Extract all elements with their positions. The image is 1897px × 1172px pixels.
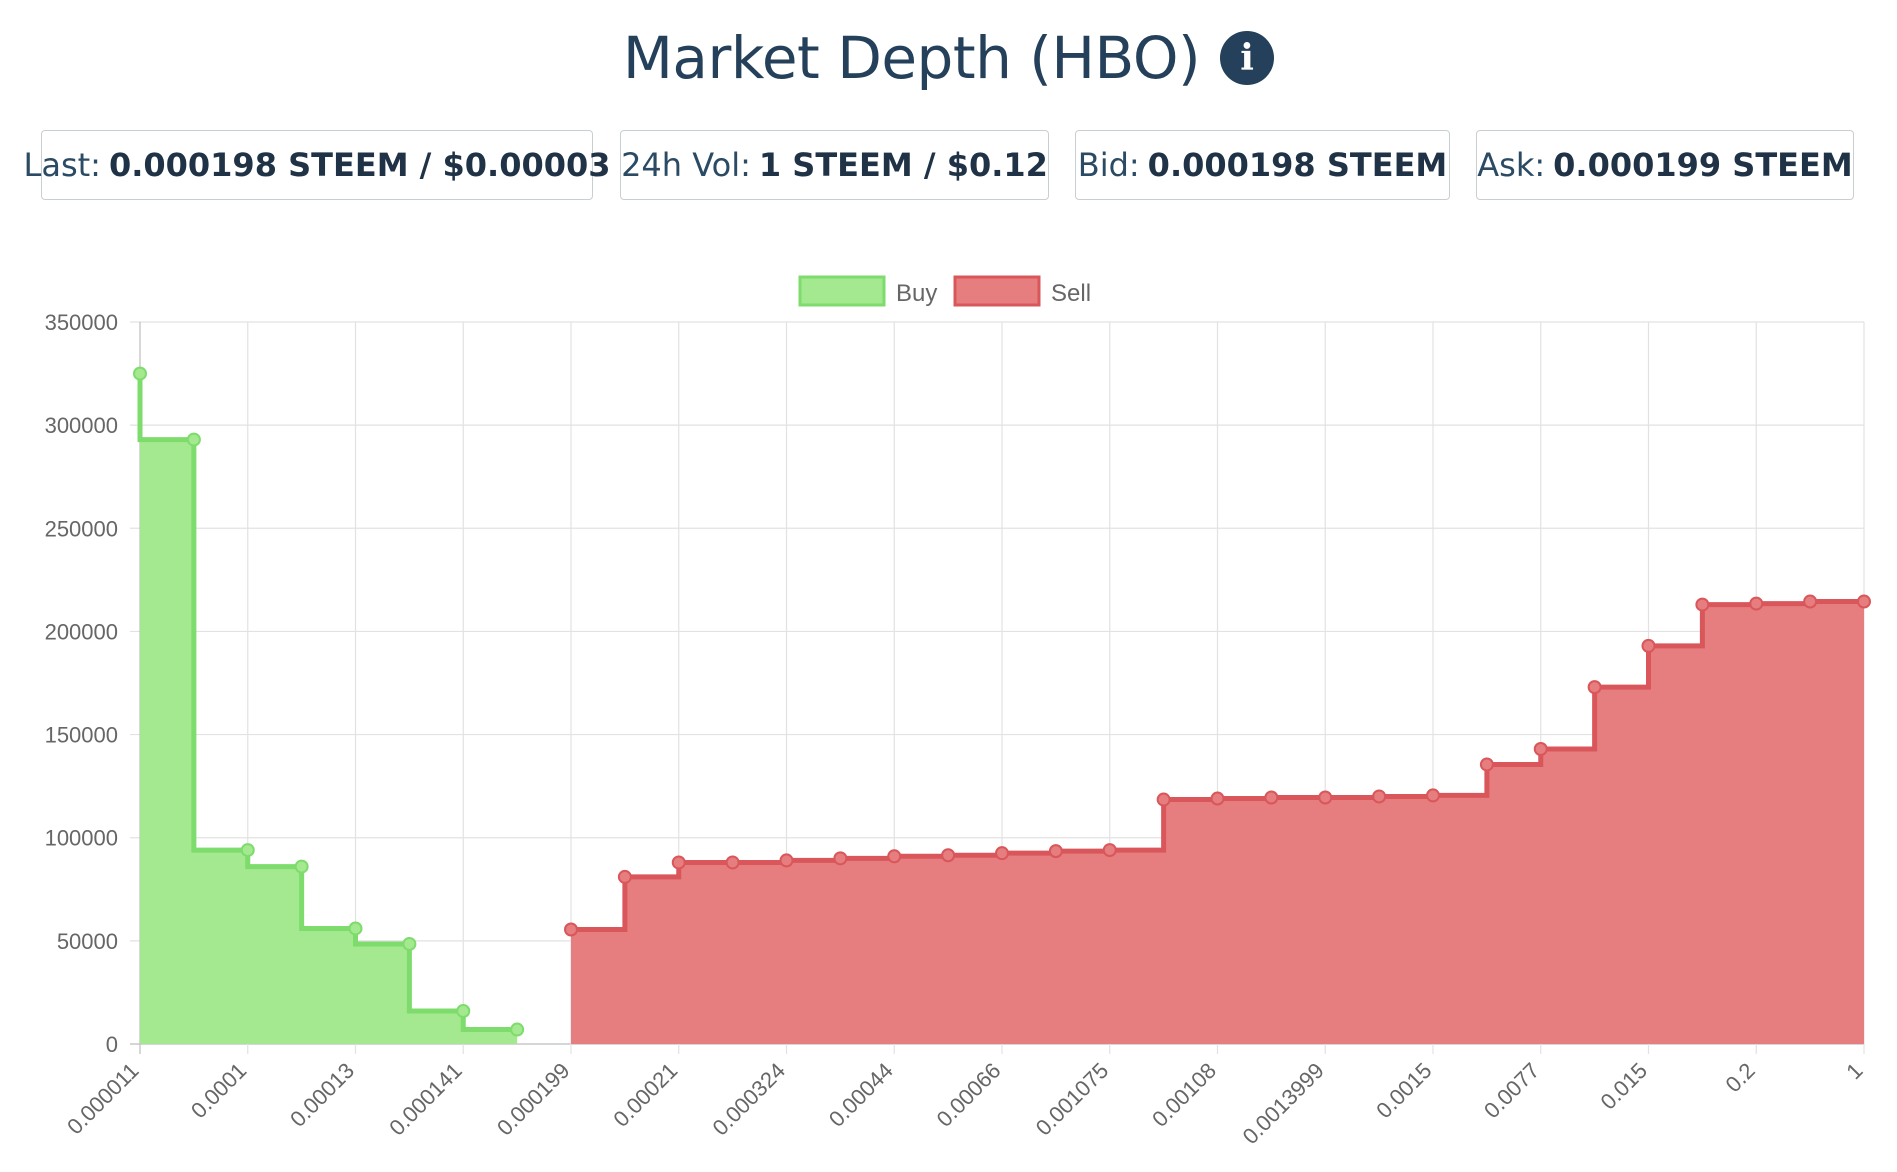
y-tick-label: 350000 [45,310,118,335]
sell-point [617,869,632,884]
info-icon[interactable]: i [1220,31,1275,85]
x-tick-label: 0.015 [1595,1058,1652,1115]
volume-label: 24h Vol: [621,146,751,184]
ask-label: Ask: [1477,146,1546,184]
x-tick-label: 0.2 [1720,1058,1759,1097]
buy-point [133,366,147,381]
sell-point [725,855,740,870]
bid-value: 0.000198 STEEM [1147,146,1448,184]
sell-point [1264,790,1279,805]
market-depth-chart: 0 50000 100000 150000 200000 250000 300000 3500… [45,275,1871,1149]
x-tick-label: 1 [1841,1058,1867,1084]
y-tick-label: 0 [106,1032,118,1057]
sell-point [1857,594,1871,609]
chart-areas [140,373,1864,1044]
x-tick-label: 0.00044 [824,1058,898,1132]
x-tick-label: 0.00021 [608,1058,682,1132]
page-title: Market Depth (HBO) [622,24,1201,92]
buy-point [348,921,363,936]
x-tick-label: 0.0077 [1479,1058,1544,1123]
sell-point [1426,788,1440,803]
last-price-box: Last: 0.000198 STEEM / $0.00003 [24,130,611,200]
sell-point [779,853,794,868]
sell-legend-swatch [953,275,1041,307]
sell-point [887,849,902,864]
sell-point [1048,844,1063,859]
chart-legend: Buy Sell [798,275,1091,307]
sell-point [1641,638,1656,653]
sell-point [564,922,578,937]
x-axis-ticks: 0.000011 0.0001 0.00013 0.000141 0.000199 0.0… [62,1058,1867,1149]
ask-box: Ask: 0.000199 STEEM [1476,130,1854,200]
buy-point [294,859,309,874]
sell-point [1803,594,1818,609]
buy-point [402,936,417,951]
x-tick-label: 0.000141 [384,1058,467,1141]
y-tick-label: 200000 [45,619,118,644]
last-price-value: 0.000198 STEEM / $0.00003 [108,146,611,184]
buy-point [456,1003,471,1018]
last-price-label: Last: [23,146,101,184]
sell-point [1318,790,1333,805]
buy-point [510,1022,525,1037]
buy-legend-label: Buy [896,280,937,307]
x-tick-label: 0.001075 [1031,1058,1114,1141]
x-tick-label: 0.000011 [62,1058,143,1139]
buy-point [240,843,255,858]
sell-point [1587,680,1602,695]
x-tick-label: 0.0015 [1371,1058,1436,1123]
chart-points [133,366,1871,1037]
sell-point [833,851,848,866]
sell-point [1102,843,1117,858]
x-tick-label: 0.00066 [932,1058,1006,1132]
buy-area [140,373,518,1044]
sell-point [1156,792,1171,807]
sell-point [941,848,956,863]
bid-label: Bid: [1077,146,1140,184]
y-tick-label: 100000 [45,826,118,851]
volume-box: 24h Vol: 1 STEEM / $0.12 [620,130,1049,200]
sell-point [1749,596,1764,611]
sell-point [1533,742,1548,757]
x-tick-label: 0.0013999 [1238,1058,1329,1149]
sell-area [571,601,1864,1044]
y-tick-label: 150000 [45,723,118,748]
sell-point [1210,791,1225,806]
buy-point [186,432,201,447]
x-tick-label: 0.0001 [186,1058,251,1123]
sell-point [1695,597,1710,612]
x-tick-label: 0.000199 [492,1058,575,1141]
x-tick-label: 0.000324 [707,1058,790,1141]
sell-point [671,855,686,870]
title-row: Market Depth (HBO) i [0,18,1897,98]
y-axis-ticks: 0 50000 100000 150000 200000 250000 300000 3500… [45,310,118,1057]
y-tick-label: 250000 [45,516,118,541]
y-tick-label: 300000 [45,413,118,438]
ask-value: 0.000199 STEEM [1553,146,1853,184]
sell-legend-label: Sell [1051,280,1091,307]
buy-legend-swatch [798,275,886,307]
buy-line [137,373,518,1033]
x-tick-label: 0.00108 [1147,1058,1221,1132]
sell-point [1479,757,1494,772]
sell-point [995,846,1009,861]
y-tick-label: 50000 [57,929,118,954]
sell-point [1372,789,1387,804]
volume-value: 1 STEEM / $0.12 [758,146,1048,184]
bid-box: Bid: 0.000198 STEEM [1075,130,1450,200]
x-tick-label: 0.00013 [285,1058,359,1132]
